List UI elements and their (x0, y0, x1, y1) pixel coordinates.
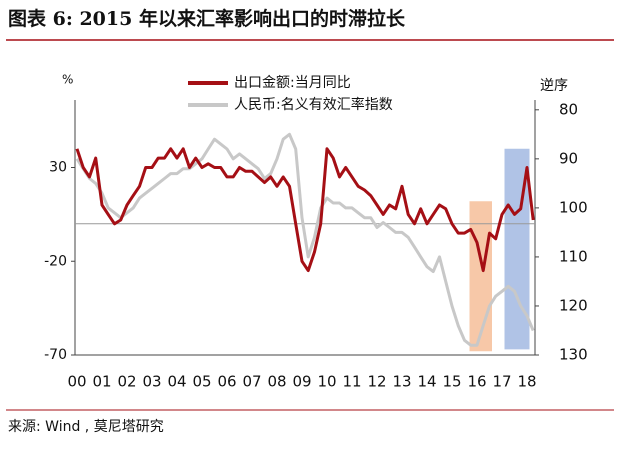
x-tick-label: 16 (467, 373, 486, 391)
x-tick-label: 05 (192, 373, 211, 391)
y2-tick-label: 100 (559, 198, 588, 216)
x-tick-label: 10 (317, 373, 336, 391)
chart-title: 图表 6: 2015 年以来汇率影响出口的时滞拉长 (8, 7, 406, 30)
x-tick-label: 00 (67, 373, 86, 391)
series-line (75, 132, 535, 347)
x-tick-label: 17 (492, 373, 511, 391)
x-tick-label: 15 (442, 373, 461, 391)
y2-unit: 逆序 (540, 78, 568, 94)
x-tick-label: 12 (367, 373, 386, 391)
y2-tick-label: 90 (559, 149, 578, 167)
x-tick-label: 04 (167, 373, 186, 391)
y2-tick-label: 130 (559, 346, 588, 364)
y-tick-label: 30 (49, 160, 67, 176)
y-tick-label: -20 (44, 253, 67, 269)
x-tick-label: 07 (242, 373, 261, 391)
x-tick-label: 03 (142, 373, 161, 391)
x-tick-label: 08 (267, 373, 286, 391)
x-tick-label: 11 (342, 373, 361, 391)
x-tick-label: 01 (92, 373, 111, 391)
source: 来源: Wind , 莫尼塔研究 (8, 419, 164, 435)
x-tick-label: 18 (517, 373, 536, 391)
y2-tick-label: 80 (559, 100, 578, 118)
x-tick-label: 13 (392, 373, 411, 391)
x-tick-label: 06 (217, 373, 236, 391)
y2-tick-label: 110 (559, 247, 588, 265)
legend-label: 人民币:名义有效汇率指数 (234, 96, 393, 113)
y-unit: % (62, 73, 73, 87)
x-tick-label: 14 (417, 373, 436, 391)
x-tick-label: 02 (117, 373, 136, 391)
y2-tick-label: 120 (559, 296, 588, 314)
y-tick-label: -70 (44, 347, 67, 363)
series-line (75, 147, 535, 273)
x-tick-label: 09 (292, 373, 311, 391)
legend-label: 出口金额:当月同比 (234, 75, 351, 91)
